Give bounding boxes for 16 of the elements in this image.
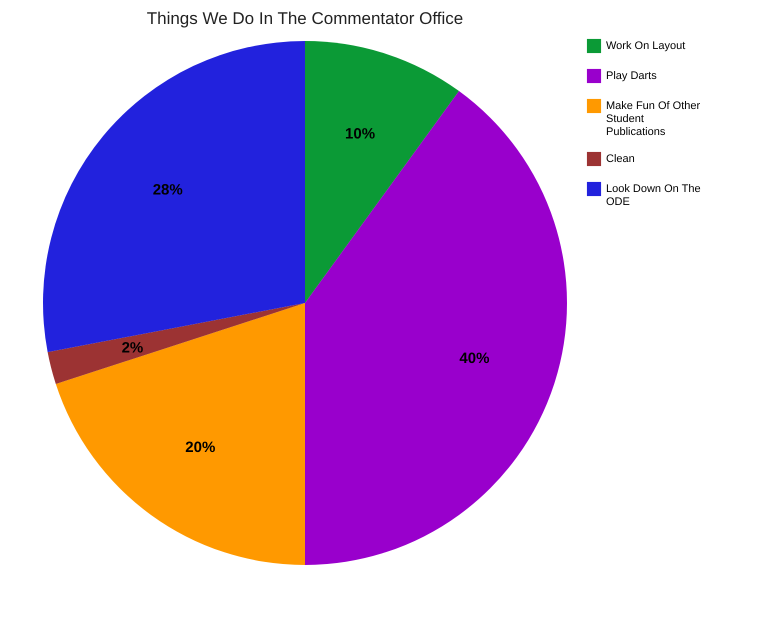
chart-title: Things We Do In The Commentator Office: [146, 9, 464, 28]
data-label: 28%: [152, 181, 183, 198]
legend-label: Play Darts: [606, 70, 658, 82]
pie-slice: [305, 91, 566, 565]
data-label: 40%: [459, 350, 490, 368]
legend-label: Make Fun Of Other Student Publications: [606, 100, 700, 138]
data-label: 20%: [185, 439, 216, 456]
pie-slice: [305, 41, 459, 303]
legend-label: Look Down On The ODE: [606, 183, 701, 208]
legend-label: Clean: [606, 153, 635, 165]
pie-slice: [44, 41, 305, 352]
data-label: 10%: [345, 126, 376, 143]
pie-slice: [48, 303, 305, 384]
pie-slice: [56, 303, 305, 565]
legend-label: Work On Layout: [606, 40, 686, 52]
data-label: 2%: [122, 339, 144, 356]
